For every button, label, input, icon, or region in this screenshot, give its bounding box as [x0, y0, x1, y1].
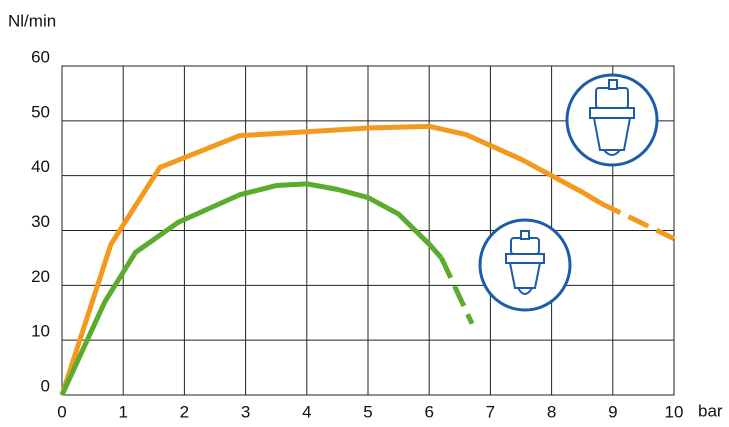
- y-tick-label: 10: [31, 322, 50, 341]
- x-tick-label: 5: [363, 402, 372, 421]
- x-tick-label: 3: [241, 402, 250, 421]
- y-axis-label: Nl/min: [8, 11, 56, 30]
- line-series: [439, 256, 475, 325]
- y-tick-label: 50: [31, 102, 50, 121]
- x-tick-label: 10: [665, 402, 684, 421]
- x-tick-label: 7: [486, 402, 495, 421]
- y-tick-label: 0: [41, 376, 50, 395]
- product-icon: [478, 218, 572, 312]
- plot-area: 0 10 20 30 40 50 60 0 1 2 3 4 5 6 7 8 9 10: [31, 47, 683, 421]
- plot-frame: [61, 65, 675, 396]
- line-series: [599, 200, 676, 241]
- x-axis-label: bar: [698, 401, 723, 420]
- line-series: [59, 181, 444, 397]
- y-tick-label: 20: [31, 267, 50, 286]
- line-series: [59, 123, 602, 396]
- product-icon: [565, 73, 659, 167]
- x-tick-label: 1: [118, 402, 127, 421]
- x-tick-label: 4: [302, 402, 311, 421]
- x-tick-label: 2: [180, 402, 189, 421]
- y-tick-label: 60: [31, 47, 50, 66]
- x-tick-label: 6: [424, 402, 433, 421]
- y-tick-label: 30: [31, 212, 50, 231]
- y-tick-label: 40: [31, 157, 50, 176]
- x-tick-label: 0: [57, 402, 66, 421]
- x-tick-label: 8: [547, 402, 556, 421]
- x-tick-label: 9: [608, 402, 617, 421]
